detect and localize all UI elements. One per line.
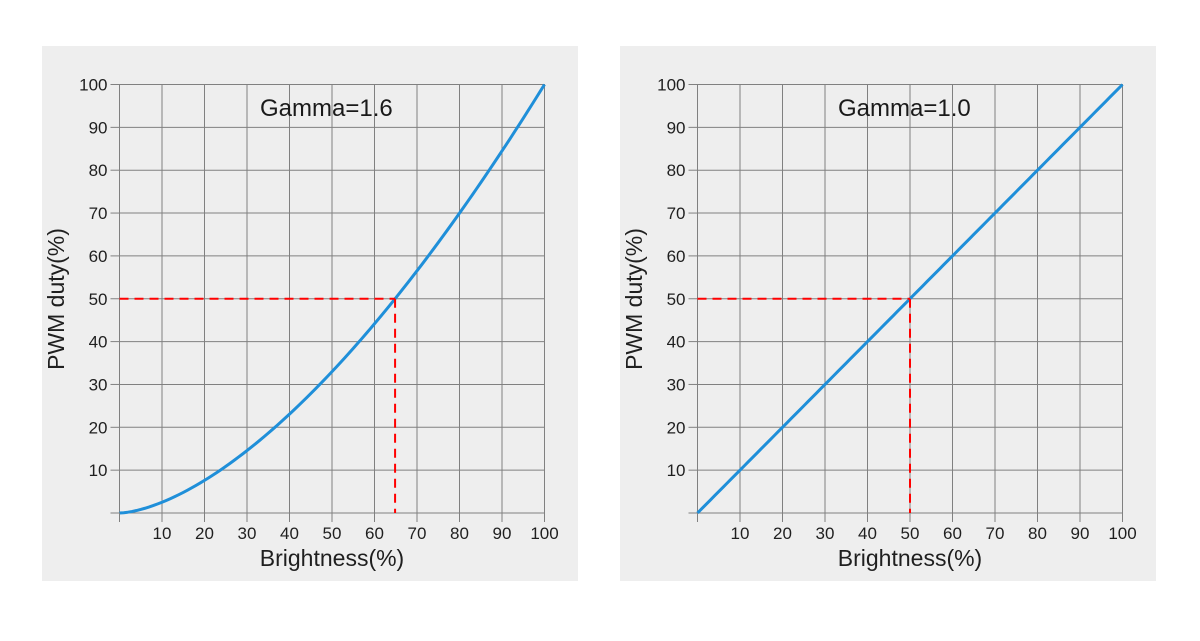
svg-text:40: 40 — [280, 524, 299, 543]
svg-text:100: 100 — [1108, 524, 1136, 543]
svg-text:100: 100 — [79, 76, 107, 95]
svg-text:20: 20 — [195, 524, 214, 543]
svg-text:100: 100 — [657, 76, 685, 95]
svg-text:70: 70 — [89, 204, 108, 223]
svg-text:30: 30 — [89, 375, 108, 394]
svg-text:80: 80 — [667, 161, 686, 180]
svg-text:70: 70 — [408, 524, 427, 543]
svg-text:30: 30 — [667, 375, 686, 394]
svg-text:10: 10 — [153, 524, 172, 543]
svg-text:90: 90 — [493, 524, 512, 543]
svg-text:Gamma=1.0: Gamma=1.0 — [838, 95, 971, 122]
svg-text:30: 30 — [816, 524, 835, 543]
svg-text:20: 20 — [89, 418, 108, 437]
svg-text:70: 70 — [667, 204, 686, 223]
svg-text:20: 20 — [773, 524, 792, 543]
svg-text:40: 40 — [667, 333, 686, 352]
svg-text:PWM duty(%): PWM duty(%) — [621, 228, 647, 370]
svg-text:50: 50 — [901, 524, 920, 543]
svg-text:60: 60 — [89, 247, 108, 266]
svg-text:60: 60 — [667, 247, 686, 266]
svg-text:90: 90 — [89, 118, 108, 137]
svg-text:60: 60 — [943, 524, 962, 543]
svg-text:70: 70 — [986, 524, 1005, 543]
svg-text:PWM duty(%): PWM duty(%) — [43, 228, 69, 370]
svg-text:40: 40 — [89, 333, 108, 352]
svg-text:50: 50 — [89, 290, 108, 309]
svg-text:80: 80 — [450, 524, 469, 543]
svg-text:10: 10 — [667, 461, 686, 480]
svg-text:30: 30 — [238, 524, 257, 543]
svg-text:100: 100 — [530, 524, 558, 543]
svg-text:50: 50 — [323, 524, 342, 543]
svg-text:10: 10 — [731, 524, 750, 543]
svg-text:Brightness(%): Brightness(%) — [838, 545, 982, 571]
svg-text:40: 40 — [858, 524, 877, 543]
svg-text:Gamma=1.6: Gamma=1.6 — [260, 95, 393, 122]
svg-text:50: 50 — [667, 290, 686, 309]
svg-text:Brightness(%): Brightness(%) — [260, 545, 404, 571]
svg-text:80: 80 — [89, 161, 108, 180]
svg-text:10: 10 — [89, 461, 108, 480]
svg-text:90: 90 — [1071, 524, 1090, 543]
svg-text:20: 20 — [667, 418, 686, 437]
svg-text:80: 80 — [1028, 524, 1047, 543]
svg-text:60: 60 — [365, 524, 384, 543]
svg-text:90: 90 — [667, 118, 686, 137]
